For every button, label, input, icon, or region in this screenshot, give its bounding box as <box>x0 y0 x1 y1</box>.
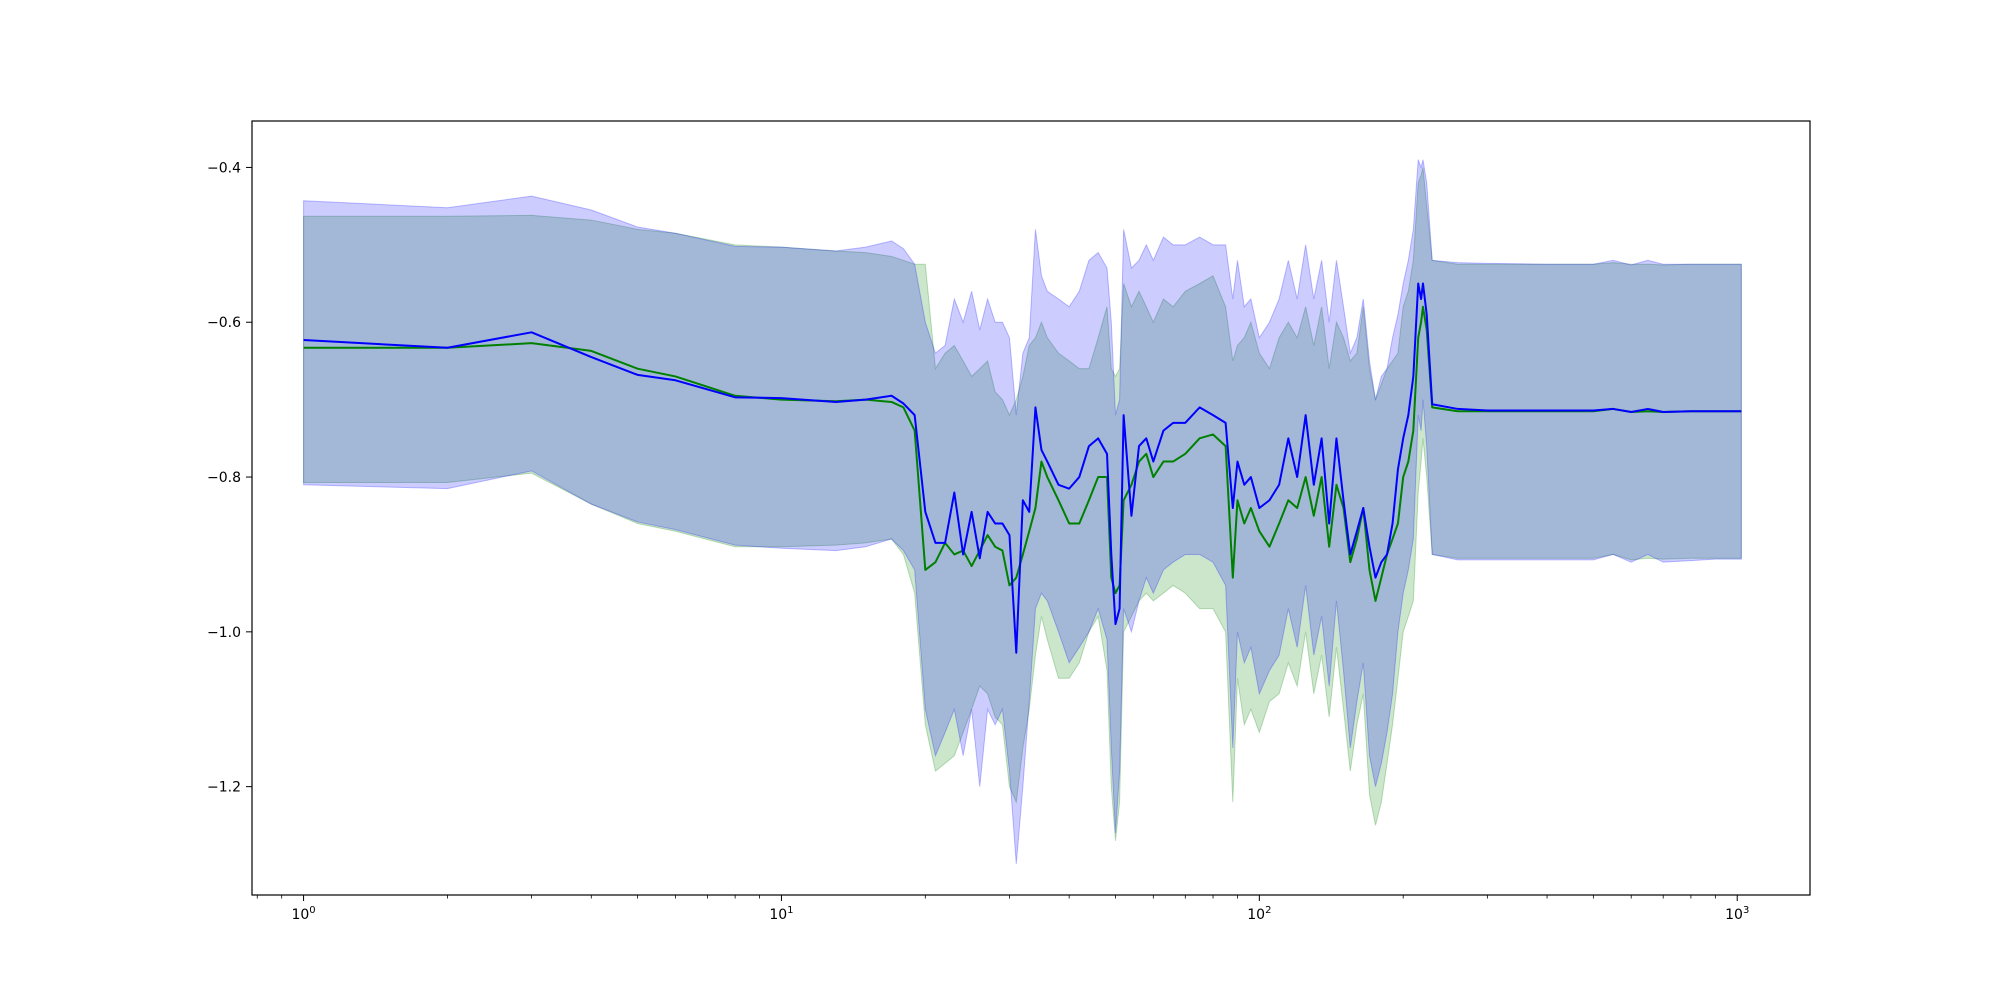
x-tick-label: 100 <box>291 905 315 923</box>
y-tick-label: −1.2 <box>207 780 241 796</box>
x-tick-label: 101 <box>769 905 793 923</box>
axes: −0.4 −0.6 −0.8 −1.0 −1.2 100 101 102 103 <box>207 120 1811 923</box>
series-1-line <box>303 305 1742 602</box>
series-2-line <box>303 282 1742 654</box>
series-lines <box>303 282 1742 654</box>
y-tick-label: −0.8 <box>207 470 241 486</box>
x-tick-label: 103 <box>1725 905 1749 923</box>
x-tick-label: 102 <box>1247 905 1271 923</box>
y-tick-label: −1.0 <box>207 625 241 641</box>
y-tick-label: −0.4 <box>207 160 241 176</box>
y-tick-label: −0.6 <box>207 315 241 331</box>
plot-frame <box>251 120 1811 896</box>
